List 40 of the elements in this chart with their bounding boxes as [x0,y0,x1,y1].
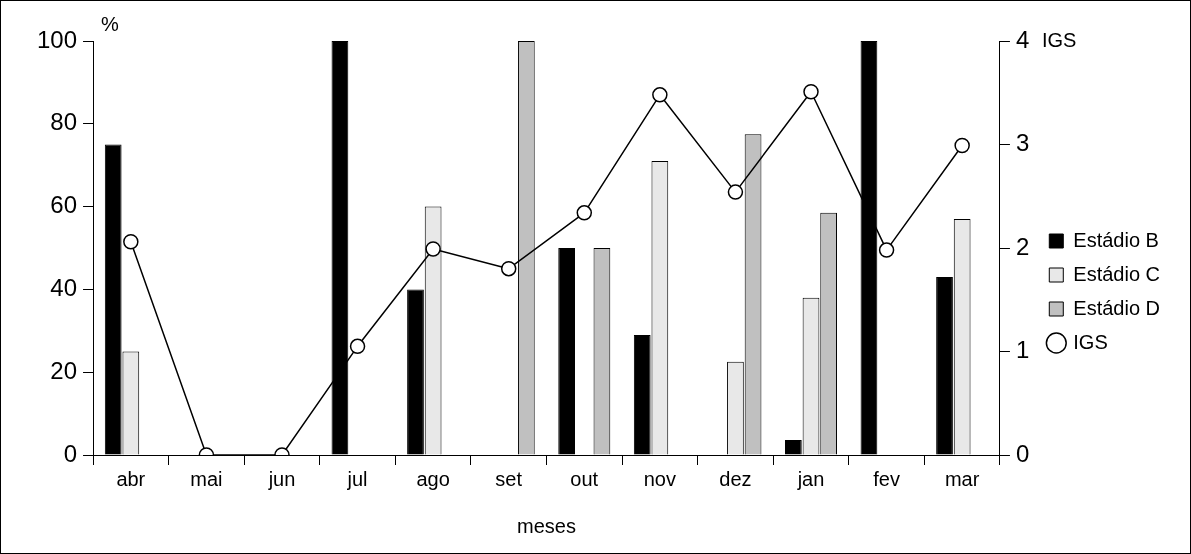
point [954,137,970,154]
x-tick-label: jun [267,467,296,490]
x-tick-label: jul [346,467,368,490]
y2-axis-title: IGS [1041,28,1077,51]
y2-tick-label: 1 [1015,336,1030,364]
x-tick-label: out [570,467,599,490]
x-tick-label: dez [719,467,752,490]
point [878,242,895,258]
point [123,234,139,250]
x-tick-label: ago [416,467,450,490]
x-tick-label: fev [873,467,900,490]
x-tick-label: mar [944,467,980,490]
x-tick-label: abr [116,467,146,490]
legend-label: Estádio C [1073,262,1161,285]
point [727,184,744,200]
point [803,83,819,100]
x-tick-label: nov [643,467,676,490]
point [425,241,441,257]
y-tick-label: 60 [50,191,78,219]
y-tick-label: 0 [63,439,78,467]
point [652,87,668,103]
y-tick-label: 40 [50,274,78,302]
y-axis-title: % [101,12,120,35]
y-tick-label: 80 [50,108,78,136]
point [576,205,593,221]
y2-tick-label: 2 [1015,232,1030,260]
legend-label: Estádio D [1073,296,1161,319]
x-tick-label: set [495,467,523,490]
x-axis-title: meses [517,514,576,537]
y-tick-label: 100 [37,25,78,53]
point [349,338,366,355]
x-tick-label: mai [190,467,223,490]
y2-tick-label: 3 [1015,129,1030,157]
y2-tick-label: 4 [1015,25,1030,53]
y-tick-label: 20 [50,356,78,384]
legend-label: Estádio B [1073,228,1159,251]
point [500,260,517,277]
legend-label: IGS [1073,330,1108,353]
x-tick-label: jan [796,467,825,490]
y2-tick-label: 0 [1015,439,1030,467]
